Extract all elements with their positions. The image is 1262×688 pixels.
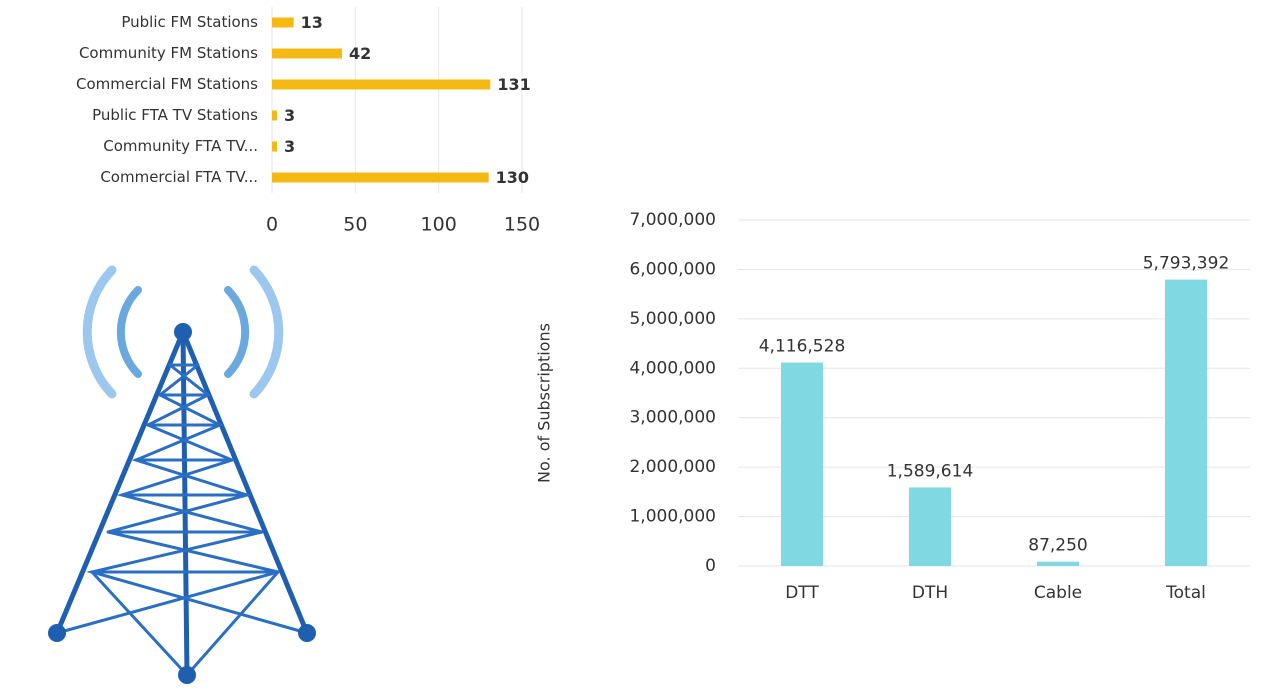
y-tick-label: Commercial FM Stations (76, 75, 258, 93)
y-tick-label: 7,000,000 (629, 210, 716, 230)
bar (272, 110, 277, 121)
value-label: 13 (301, 13, 323, 32)
x-tick-label: 150 (504, 214, 540, 236)
y-tick-label: 6,000,000 (629, 259, 716, 279)
bar (272, 79, 491, 90)
bar (909, 487, 951, 566)
value-label: 87,250 (1028, 536, 1087, 556)
value-label: 1,589,614 (887, 461, 974, 481)
value-label: 4,116,528 (759, 337, 846, 357)
y-tick-label: Public FTA TV Stations (92, 106, 258, 124)
y-tick-label: 3,000,000 (629, 408, 716, 428)
x-tick-label: 100 (421, 214, 457, 236)
bar (781, 362, 823, 566)
x-tick-label: 0 (266, 214, 278, 236)
value-label: 130 (496, 168, 529, 187)
value-label: 131 (497, 75, 530, 94)
y-tick-label: Community FTA TV... (103, 137, 258, 155)
y-tick-label: 5,000,000 (629, 309, 716, 329)
y-tick-label: 0 (705, 556, 716, 576)
value-label: 3 (284, 137, 295, 156)
y-tick-label: 2,000,000 (629, 457, 716, 477)
x-tick-label: Cable (1034, 583, 1082, 603)
y-tick-label: Community FM Stations (79, 44, 258, 62)
y-axis-label: No. of Subscriptions (535, 323, 554, 483)
y-tick-label: 1,000,000 (629, 507, 716, 527)
bar (1037, 561, 1079, 566)
x-tick-label: 50 (343, 214, 367, 236)
bar (272, 141, 277, 152)
y-tick-label: Commercial FTA TV... (100, 168, 258, 186)
value-label: 42 (349, 44, 371, 63)
x-tick-label: DTT (785, 583, 819, 603)
value-label: 5,793,392 (1143, 254, 1230, 274)
value-label: 3 (284, 106, 295, 125)
bar (272, 48, 342, 59)
bar (272, 17, 294, 28)
x-tick-label: DTH (912, 583, 948, 603)
x-tick-label: Total (1165, 583, 1206, 603)
y-tick-label: 4,000,000 (629, 358, 716, 378)
bar (1165, 279, 1207, 566)
y-tick-label: Public FM Stations (121, 13, 258, 31)
bar (272, 172, 489, 183)
tower-illustration (48, 265, 316, 684)
